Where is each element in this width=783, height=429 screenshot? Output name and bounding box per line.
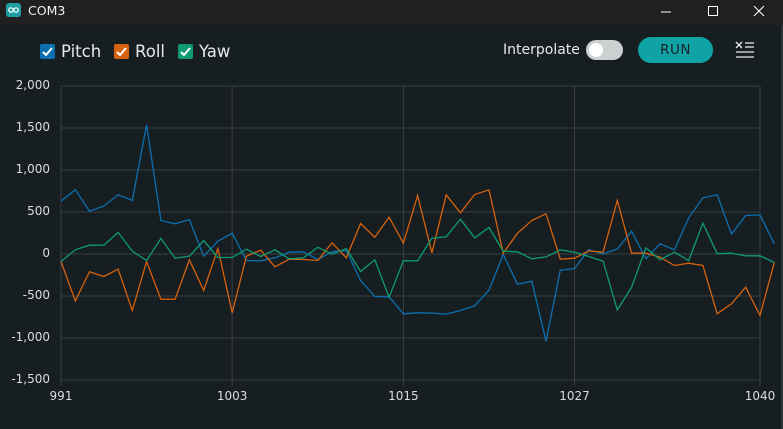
clear-list-icon <box>735 41 754 58</box>
interpolate-label: Interpolate <box>503 42 580 58</box>
legend-label-pitch: Pitch <box>61 41 102 61</box>
interpolate-toggle[interactable] <box>586 40 623 60</box>
maximize-icon <box>708 6 718 16</box>
x-tick-label: 1003 <box>216 389 248 403</box>
minimize-icon <box>661 11 671 13</box>
toggle-knob <box>589 43 603 57</box>
series-pitch <box>60 124 775 342</box>
y-tick-label: -1,000 <box>11 330 50 344</box>
window-title: COM3 <box>28 3 66 18</box>
legend-label-roll: Roll <box>135 41 165 61</box>
legend-roll-toggle[interactable]: Roll <box>114 41 165 61</box>
y-tick-label: 1,000 <box>15 162 50 176</box>
x-tick-label: 1015 <box>388 389 419 403</box>
x-tick-label: 1027 <box>559 389 590 403</box>
checkmark-icon <box>180 46 191 56</box>
checkmark-icon <box>116 46 127 56</box>
title-bar: COM3 <box>0 0 783 25</box>
checkmark-icon <box>42 46 53 56</box>
x-tick-label: 1040 <box>744 389 776 403</box>
y-tick-label: 1,500 <box>15 120 50 134</box>
y-tick-label: -500 <box>22 288 50 302</box>
series-roll <box>60 188 775 318</box>
close-icon <box>753 6 765 17</box>
app-logo-icon <box>6 3 21 17</box>
scrollbar[interactable] <box>781 25 783 429</box>
minimize-button[interactable] <box>643 0 689 25</box>
y-tick-label: 2,000 <box>15 78 50 92</box>
x-tick-label: 991 <box>49 389 73 403</box>
y-tick-label: 500 <box>27 204 50 218</box>
legend-yaw-toggle[interactable]: Yaw <box>178 41 230 61</box>
y-tick-label: 0 <box>42 246 50 260</box>
toolbar: Pitch Roll Yaw Interpolate RUN <box>0 25 783 75</box>
roll-checkbox[interactable] <box>114 43 129 59</box>
y-tick-label: -1,500 <box>11 372 50 386</box>
run-button[interactable]: RUN <box>638 37 713 63</box>
maximize-button[interactable] <box>690 0 736 25</box>
pitch-checkbox[interactable] <box>40 43 55 59</box>
yaw-checkbox[interactable] <box>178 43 193 59</box>
clear-button[interactable] <box>735 41 755 59</box>
series-yaw <box>60 218 775 312</box>
legend-label-yaw: Yaw <box>199 41 231 61</box>
close-button[interactable] <box>736 0 782 25</box>
legend-pitch-toggle[interactable]: Pitch <box>40 41 101 61</box>
